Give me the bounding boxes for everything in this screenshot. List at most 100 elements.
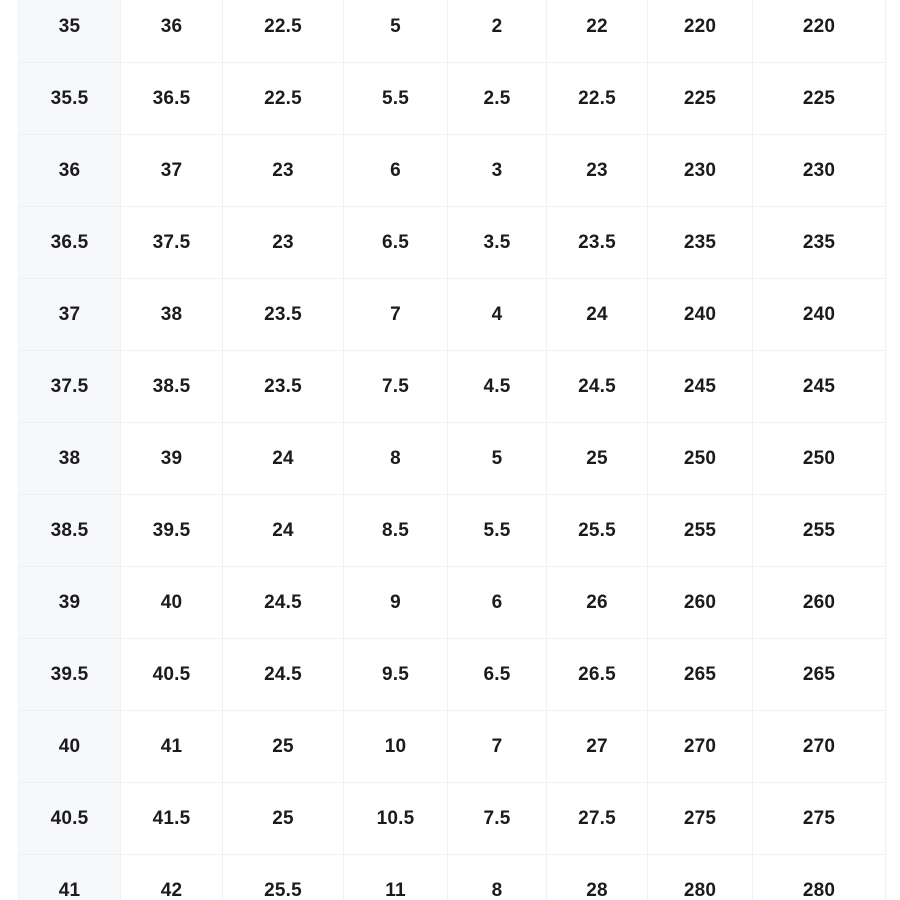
table-cell: 7 [343, 278, 448, 351]
table-cell: 6.5 [447, 638, 547, 711]
table-row: 38 39 24 8 5 25 250 250 [18, 422, 886, 495]
table-cell: 40.5 [120, 638, 223, 711]
table-cell: 9 [343, 566, 448, 639]
table-cell: 39.5 [18, 638, 121, 711]
table-cell: 280 [752, 854, 886, 900]
table-cell: 225 [752, 62, 886, 135]
table-cell: 11 [343, 854, 448, 900]
table-cell: 23 [546, 134, 648, 207]
table-cell: 240 [752, 278, 886, 351]
table-cell: 39.5 [120, 494, 223, 567]
table-cell: 230 [647, 134, 753, 207]
table-row: 38.5 39.5 24 8.5 5.5 25.5 255 255 [18, 494, 886, 567]
table-row: 35.5 36.5 22.5 5.5 2.5 22.5 225 225 [18, 62, 886, 135]
table-cell: 22.5 [222, 62, 344, 135]
table-cell: 38.5 [18, 494, 121, 567]
table-cell: 38 [18, 422, 121, 495]
table-cell: 6 [343, 134, 448, 207]
table-cell: 220 [752, 0, 886, 63]
table-cell: 255 [647, 494, 753, 567]
table-cell: 24.5 [546, 350, 648, 423]
table-cell: 235 [752, 206, 886, 279]
table-cell: 265 [752, 638, 886, 711]
table-cell: 8.5 [343, 494, 448, 567]
table-cell: 36 [18, 134, 121, 207]
table-cell: 23 [222, 134, 344, 207]
table-cell: 23.5 [222, 350, 344, 423]
table-cell: 10 [343, 710, 448, 783]
table-cell: 35 [18, 0, 121, 63]
table-cell: 245 [647, 350, 753, 423]
table-cell: 23.5 [222, 278, 344, 351]
table-cell: 250 [647, 422, 753, 495]
table-body: 35 36 22.5 5 2 22 220 220 35.5 36.5 22.5 5.5 2.5 22.5… [18, 0, 886, 900]
table-cell: 36.5 [18, 206, 121, 279]
table-cell: 37.5 [120, 206, 223, 279]
table-scroll-container[interactable]: 35 36 22.5 5 2 22 220 220 35.5 36.5 22.5 5.5 2.5 22.5… [18, 0, 886, 900]
table-cell: 36 [120, 0, 223, 63]
table-cell: 3 [447, 134, 547, 207]
table-row: 40 41 25 10 7 27 270 270 [18, 710, 886, 783]
table-cell: 275 [752, 782, 886, 855]
table-cell: 7 [447, 710, 547, 783]
table-cell: 35.5 [18, 62, 121, 135]
table-cell: 22 [546, 0, 648, 63]
table-cell: 41 [120, 710, 223, 783]
table-cell: 9.5 [343, 638, 448, 711]
table-cell: 5 [343, 0, 448, 63]
table-row: 37.5 38.5 23.5 7.5 4.5 24.5 245 245 [18, 350, 886, 423]
table-cell: 260 [647, 566, 753, 639]
table-cell: 10.5 [343, 782, 448, 855]
table-row: 35 36 22.5 5 2 22 220 220 [18, 0, 886, 63]
table-cell: 235 [647, 206, 753, 279]
table-cell: 5 [447, 422, 547, 495]
table-cell: 27 [546, 710, 648, 783]
table-cell: 40 [18, 710, 121, 783]
table-cell: 2 [447, 0, 547, 63]
table-cell: 250 [752, 422, 886, 495]
table-row: 36 37 23 6 3 23 230 230 [18, 134, 886, 207]
table-cell: 5.5 [343, 62, 448, 135]
table-cell: 7.5 [343, 350, 448, 423]
table-cell: 40 [120, 566, 223, 639]
table-cell: 245 [752, 350, 886, 423]
table-cell: 22.5 [546, 62, 648, 135]
table-cell: 41 [18, 854, 121, 900]
table-cell: 5.5 [447, 494, 547, 567]
table-cell: 24.5 [222, 638, 344, 711]
table-cell: 39 [120, 422, 223, 495]
table-cell: 220 [647, 0, 753, 63]
table-cell: 26 [546, 566, 648, 639]
table-cell: 38 [120, 278, 223, 351]
table-cell: 265 [647, 638, 753, 711]
table-cell: 24.5 [222, 566, 344, 639]
table-cell: 23 [222, 206, 344, 279]
table-row: 41 42 25.5 11 8 28 280 280 [18, 854, 886, 900]
table-cell: 40.5 [18, 782, 121, 855]
table-cell: 24 [222, 422, 344, 495]
table-cell: 6 [447, 566, 547, 639]
table-cell: 37 [120, 134, 223, 207]
table-cell: 22.5 [222, 0, 344, 63]
table-cell: 255 [752, 494, 886, 567]
table-cell: 230 [752, 134, 886, 207]
table-cell: 42 [120, 854, 223, 900]
table-row: 36.5 37.5 23 6.5 3.5 23.5 235 235 [18, 206, 886, 279]
table-cell: 26.5 [546, 638, 648, 711]
table-cell: 8 [447, 854, 547, 900]
table-cell: 23.5 [546, 206, 648, 279]
table-cell: 39 [18, 566, 121, 639]
table-cell: 25 [546, 422, 648, 495]
table-cell: 270 [647, 710, 753, 783]
table-cell: 260 [752, 566, 886, 639]
table-cell: 36.5 [120, 62, 223, 135]
table-cell: 2.5 [447, 62, 547, 135]
table-cell: 7.5 [447, 782, 547, 855]
table-cell: 24 [222, 494, 344, 567]
table-cell: 25 [222, 782, 344, 855]
table-cell: 37.5 [18, 350, 121, 423]
table-row: 40.5 41.5 25 10.5 7.5 27.5 275 275 [18, 782, 886, 855]
table-row: 39.5 40.5 24.5 9.5 6.5 26.5 265 265 [18, 638, 886, 711]
table-cell: 28 [546, 854, 648, 900]
